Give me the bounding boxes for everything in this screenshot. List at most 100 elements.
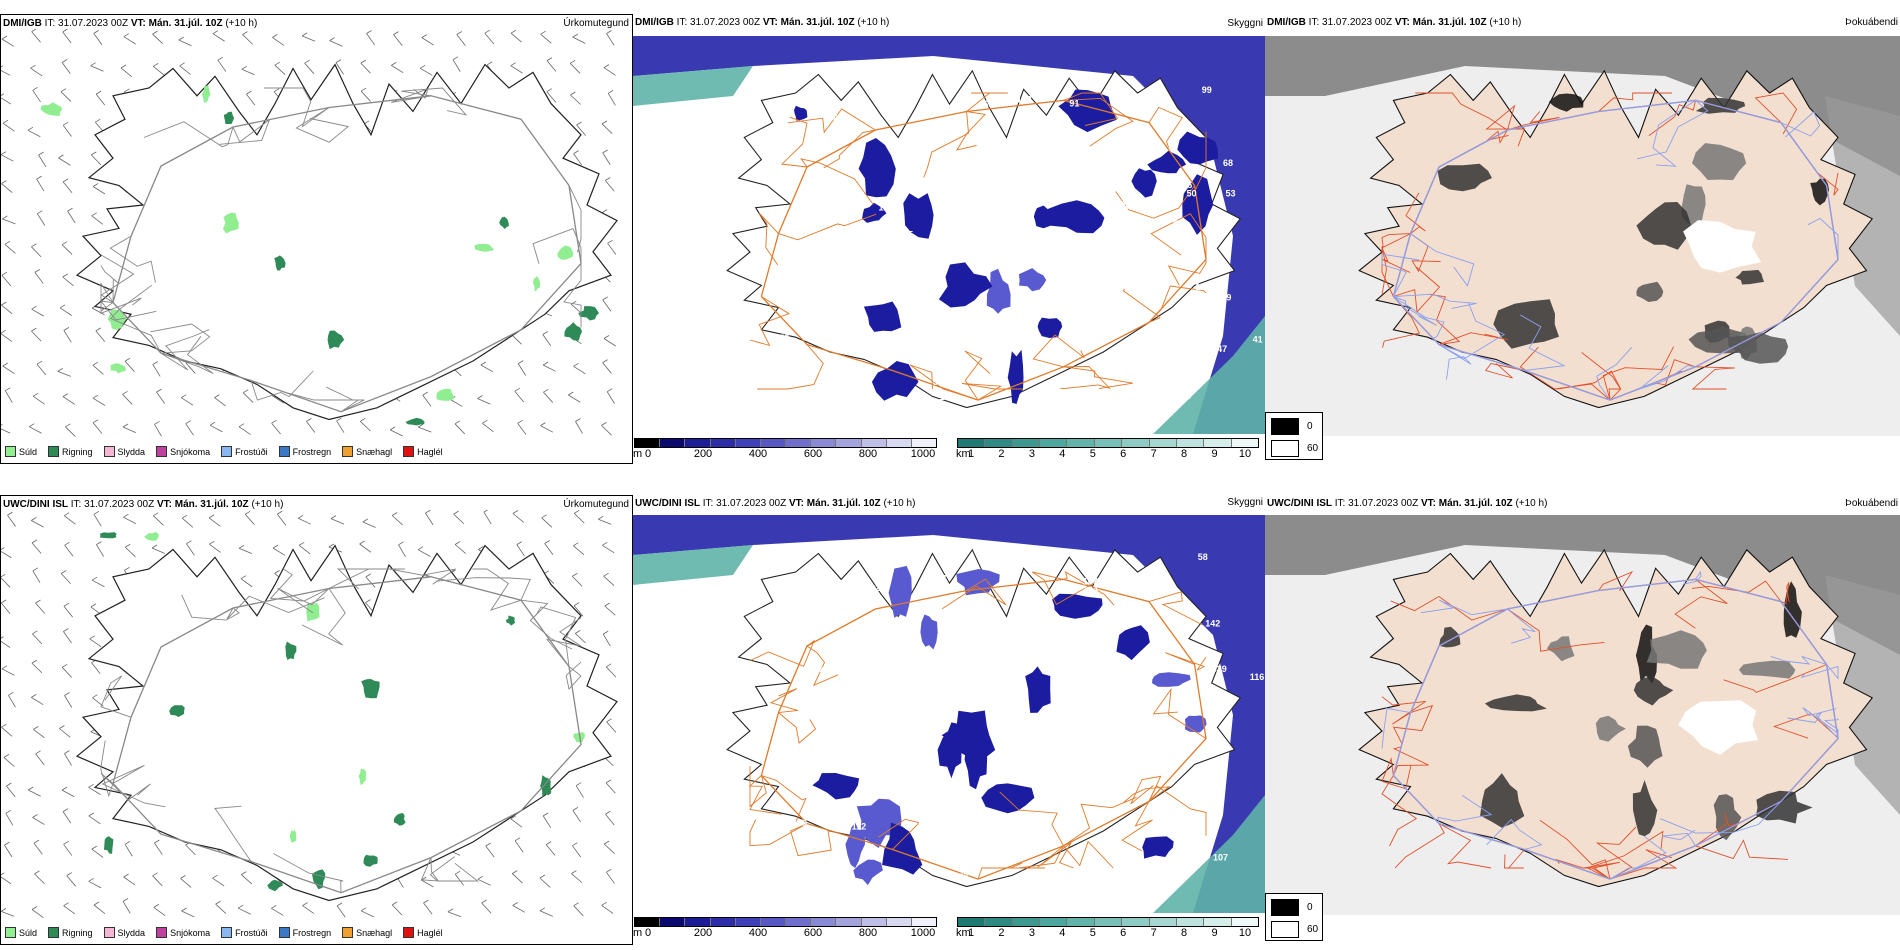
panel-header: UWC/DINI ISL IT: 31.07.2023 00Z VT: Mán.… [3,499,284,510]
cloud-base-label: 81 [1106,159,1116,169]
cloud-base-label: 26 [971,332,981,342]
cloud-base-label: 34 [819,369,829,379]
fog-legend-value: 0 [1307,902,1313,913]
colorbar-cell [1231,918,1258,926]
cloud-base-label: 78 [839,540,849,550]
legend-swatch [278,446,290,457]
legend-item: Súld [5,446,37,457]
colorbar-tick: 7 [1150,448,1157,460]
legend-item: Haglél [403,927,443,938]
init-time: 31.07.2023 00Z [58,18,129,29]
legend-item: Slydda [103,446,145,457]
cloud-base-label: 72 [807,614,817,624]
cloud-map: 1263391076812012210316217414515716410378… [633,515,1265,913]
legend-item: Slydda [103,927,146,938]
colorbar-cell [1122,918,1150,926]
colorbar-tick: 9 [1211,448,1218,460]
colorbar-cell [861,918,887,926]
colorbar-tick: 4 [1059,927,1066,939]
colorbar-cell [1040,439,1068,447]
fog-panel-1: DMI/IGB IT: 31.07.2023 00Z VT: Mán. 31.j… [1265,14,1900,464]
colorbar-cell [1012,918,1041,926]
precip-panel-1: DMI/IGB IT: 31.07.2023 00Z VT: Mán. 31.j… [0,14,633,464]
colorbar-cell [1012,439,1041,447]
cloud-base-label: 50 [1187,189,1197,199]
colorbar-tick: 8 [1181,927,1188,939]
cloud-base-label: 27 [1125,342,1135,352]
lead-time: (+10 h) [251,499,284,510]
fog-panel-2: UWC/DINI ISL IT: 31.07.2023 00Z VT: Mán.… [1265,495,1900,945]
cloud-base-label: 89 [1173,328,1183,338]
cloud-base-label: 107 [1083,577,1098,587]
cloud-base-label: 137 [1110,200,1125,210]
colorbar-cell [735,439,761,447]
legend-swatch [156,446,168,457]
fog-legend-row: 0 [1271,418,1322,435]
fog-legend: 0 60 [1265,412,1323,460]
cloud-base-label: 164 [1083,585,1098,595]
cloud-map: 89 68 47 48 104 98 86 48 99 47 53 53 54 106 59 78 49 58 50… [633,36,1265,434]
legend-label: Frostúði [235,446,268,457]
cloud-base-label: 59 [779,333,789,343]
colorbar-tick: 600 [803,927,823,939]
colorbar-tick: 6 [1120,448,1127,460]
colorbar-tick: 5 [1089,927,1096,939]
cloud-base-label: 86 [1182,180,1192,190]
legend-item: Frostregn [278,446,331,457]
cloud-base-label: 39 [1176,707,1186,717]
legend-label: Slydda [117,927,146,938]
iceland-outline [75,544,618,902]
cloud-base-label: 174 [810,666,825,676]
colorbar-cells [634,917,937,927]
precip-areas [99,532,585,892]
colorbar-tick: 2 [998,448,1005,460]
legend-swatch [48,927,60,938]
fog-legend-swatch [1271,418,1299,435]
colorbar-cell [958,918,986,926]
model-name: DMI/IGB [3,18,42,29]
cloud-base-label: 107 [1213,853,1228,863]
cloud-base-label: 68 [983,99,993,109]
cloud-base-label: 78 [828,114,838,124]
cloud-base-label: 67 [1199,848,1209,858]
colorbar-cell [836,439,862,447]
colorbar-cell [635,439,661,447]
colorbar-tick: 3 [1028,448,1035,460]
cloud-base-label: 120 [879,202,894,212]
colorbar-tick: 7 [1150,927,1157,939]
cloud-base-label: 53 [1226,188,1236,198]
legend-item: Snæhagl [342,446,392,457]
colorbar-cells [634,438,937,448]
colorbar-cell [685,439,711,447]
colorbar-cells [957,438,1259,448]
cloud-base-label: 115 [1042,564,1057,574]
legend-swatch [342,927,354,938]
legend-label: Snjókoma [170,446,211,457]
colorbar-tick: 1000 [910,927,936,939]
cloud-base-label: 48 [1013,156,1023,166]
colorbar-cell [760,918,787,926]
colorbar-unit: m [633,927,643,939]
colorbar-tick: 0 [644,448,652,460]
legend-swatch [278,927,290,938]
colorbar-cell [836,918,862,926]
colorbar-cell [958,439,986,447]
cloud-base-label: 122 [1012,841,1027,851]
colorbar-cell [1067,439,1095,447]
cloud-base-label: 49 [1204,352,1214,362]
colorbar-cell [1040,918,1068,926]
legend-item: Snjókoma [156,446,210,457]
legend-swatch [103,927,115,938]
legend-label: Snæhagl [356,927,393,938]
cloud-base-label: 41 [1253,334,1263,344]
cloud-panel-1: DMI/IGB IT: 31.07.2023 00Z VT: Mán. 31.j… [633,14,1265,464]
fog-map [1265,36,1900,436]
colorbar-tick: 1000 [910,448,936,460]
cloud-base-label: 41 [1126,275,1136,285]
colorbar-cell [985,439,1013,447]
legend-swatch [48,446,60,457]
cloud-base-label: 55 [1154,376,1164,386]
colorbar-km: 1 2 3 4 5 6 7 8 9 10 km [956,438,1259,460]
cloud-base-label: 51 [868,256,878,266]
precip-panel-2: UWC/DINI ISL IT: 31.07.2023 00Z VT: Mán.… [0,495,633,945]
